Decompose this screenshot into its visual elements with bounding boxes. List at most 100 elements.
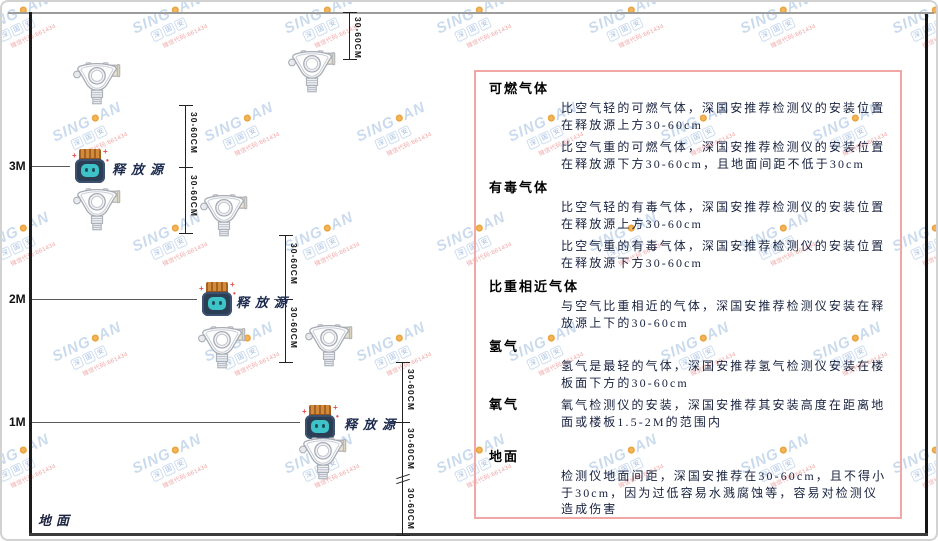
installation-guideline-panel: 可燃气体 比空气轻的可燃气体，深国安推荐检测仪的安装位置在释放源上方30-60c… <box>474 70 902 519</box>
section-title: 氧气 <box>489 397 520 412</box>
dim-label: 30-60CM <box>289 243 299 285</box>
height-mark-2m: 2M <box>9 292 26 306</box>
sparkle-icon: + <box>302 407 307 416</box>
sparkle-icon: • <box>336 412 339 421</box>
source-face <box>81 164 99 177</box>
dim-tick <box>179 233 193 234</box>
leader-line-1m <box>32 422 300 423</box>
gas-detector-icon <box>73 62 121 105</box>
sparkle-icon: + <box>72 151 77 160</box>
section-paragraph: 比空气轻的有毒气体，深国安推荐检测仪的安装位置在释放源上方30-60cm <box>561 200 886 231</box>
gas-detector-icon <box>299 437 347 480</box>
section-title: 可燃气体 <box>489 81 550 96</box>
source-face <box>208 297 226 310</box>
section-paragraph: 比空气重的可燃气体，深国安推荐检测仪的安装位置在释放源下方30-60cm，且地面… <box>561 140 886 171</box>
section-paragraph: 检测仪地面间距，深国安推荐在30-60cm，且不得小于30cm，因为过低容易水溅… <box>561 469 887 516</box>
dim-line-2m: 30-60CM 30-60CM <box>279 235 299 363</box>
panel-section-similar-density-gas: 比重相近气体 与空气比重相近的气体，深国安推荐检测仪安装在释放源上下的30-60… <box>489 279 887 331</box>
panel-section-oxygen: 氧气 氧气检测仪的安装，深国安推荐其安装高度在距离地面或楼板1.5-2M的范围内 <box>489 397 887 435</box>
dim-tick <box>279 362 293 363</box>
gas-detector-icon <box>200 194 248 237</box>
panel-section-hydrogen: 氢气 氢气是最轻的气体，深国安推荐氢气检测仪安装在楼板面下方的30-60cm <box>489 339 887 391</box>
sparkle-icon: + <box>230 280 235 289</box>
brand-dot-icon <box>930 223 936 233</box>
section-paragraph: 比空气重的有毒气体，深国安推荐检测仪的安装位置在释放源下方30-60cm <box>561 239 886 270</box>
dim-line-3m: 30-60CM 30-60CM <box>179 105 199 234</box>
dim-tick <box>396 422 410 423</box>
sparkle-icon: + <box>199 284 204 293</box>
release-source-label: 释放源 <box>344 417 402 432</box>
dim-label: 30-60CM <box>189 112 199 154</box>
brand-dot-icon <box>18 223 28 233</box>
dim-label: 30-60CM <box>353 17 363 59</box>
release-source-icon: + + • <box>197 280 237 318</box>
section-paragraph: 与空气比重相近的气体，深国安推荐检测仪安装在释放源上下的30-60cm <box>561 299 886 330</box>
gas-detector-icon <box>305 324 353 367</box>
dim-tick <box>396 535 410 536</box>
height-mark-1m: 1M <box>9 415 26 429</box>
brand-dot-icon <box>394 333 404 343</box>
brand-dot-icon <box>322 223 332 233</box>
brand-dot-icon <box>394 113 404 123</box>
gas-detector-icon <box>73 188 121 231</box>
release-source-icon: + + • <box>300 403 340 441</box>
dim-tick <box>343 59 357 60</box>
source-face <box>311 420 329 433</box>
section-paragraph: 氧气检测仪的安装，深国安推荐其安装高度在距离地面或楼板1.5-2M的范围内 <box>561 398 886 429</box>
height-mark-3m: 3M <box>9 159 26 173</box>
section-title: 地面 <box>489 449 520 464</box>
dim-label: 30-60CM <box>406 488 416 530</box>
dim-line-ceiling: 30-60CM <box>343 12 363 60</box>
gas-detector-icon <box>198 326 246 369</box>
brand-dot-icon <box>242 113 252 123</box>
floor-line <box>29 533 928 536</box>
section-paragraph: 氢气是最轻的气体，深国安推荐氢气检测仪安装在楼板面下方的30-60cm <box>561 359 886 390</box>
sparkle-icon: • <box>106 156 109 165</box>
panel-section-combustible-gas: 可燃气体 比空气轻的可燃气体，深国安推荐检测仪的安装位置在释放源上方30-60c… <box>489 81 887 172</box>
dim-tick <box>343 12 357 13</box>
brand-dot-icon <box>90 113 100 123</box>
brand-dot-icon <box>18 445 28 455</box>
dim-tick <box>279 299 293 300</box>
sparkle-icon: + <box>333 403 338 412</box>
section-title: 氢气 <box>489 339 520 354</box>
brand-dot-icon <box>170 223 180 233</box>
right-wall-line <box>925 14 928 535</box>
panel-section-ground: 地面 检测仪地面间距，深国安推荐在30-60cm，且不得小于30cm，因为过低容… <box>489 449 887 518</box>
release-source-label: 释放源 <box>112 162 170 177</box>
gas-detector-icon <box>288 50 336 93</box>
sparkle-icon: + <box>103 147 108 156</box>
dim-tick <box>179 167 193 168</box>
left-wall-line <box>29 12 32 536</box>
leader-line-1m-right <box>384 422 402 423</box>
dim-line-1m-ground: 30-60CM 30-60CM 30-60CM <box>396 362 416 536</box>
ceiling-line <box>8 12 934 14</box>
ground-label: 地面 <box>38 513 75 528</box>
release-source-icon: + + • <box>70 147 110 185</box>
section-paragraph: 比空气轻的可燃气体，深国安推荐检测仪的安装位置在释放源上方30-60cm <box>561 101 886 132</box>
dim-tick <box>179 105 193 106</box>
panel-section-toxic-gas: 有毒气体 比空气轻的有毒气体，深国安推荐检测仪的安装位置在释放源上方30-60c… <box>489 180 887 271</box>
dim-label: 30-60CM <box>289 307 299 349</box>
brand-dot-icon <box>930 445 936 455</box>
leader-line-2m <box>32 299 197 300</box>
dim-break-tick <box>396 478 410 485</box>
dim-tick <box>396 362 410 363</box>
dim-tick <box>279 235 293 236</box>
section-title: 比重相近气体 <box>489 279 580 294</box>
dim-label: 30-60CM <box>406 428 416 470</box>
release-source-label: 释放源 <box>236 295 294 310</box>
brand-dot-icon <box>170 445 180 455</box>
